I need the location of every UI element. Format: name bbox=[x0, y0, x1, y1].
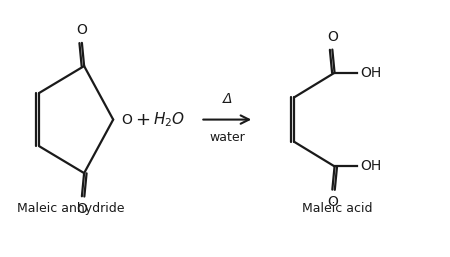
Text: OH: OH bbox=[360, 66, 381, 80]
Text: O: O bbox=[76, 202, 87, 216]
Text: +: + bbox=[135, 111, 150, 128]
Text: O: O bbox=[121, 113, 132, 127]
Text: Maleic anhydride: Maleic anhydride bbox=[17, 202, 125, 215]
Text: $H_2O$: $H_2O$ bbox=[153, 110, 185, 129]
Text: OH: OH bbox=[360, 159, 381, 173]
Text: O: O bbox=[76, 23, 87, 37]
Text: water: water bbox=[209, 131, 245, 144]
Text: O: O bbox=[327, 195, 338, 209]
Text: O: O bbox=[327, 30, 338, 44]
Text: Δ: Δ bbox=[222, 92, 232, 106]
Text: Maleic acid: Maleic acid bbox=[302, 202, 372, 215]
